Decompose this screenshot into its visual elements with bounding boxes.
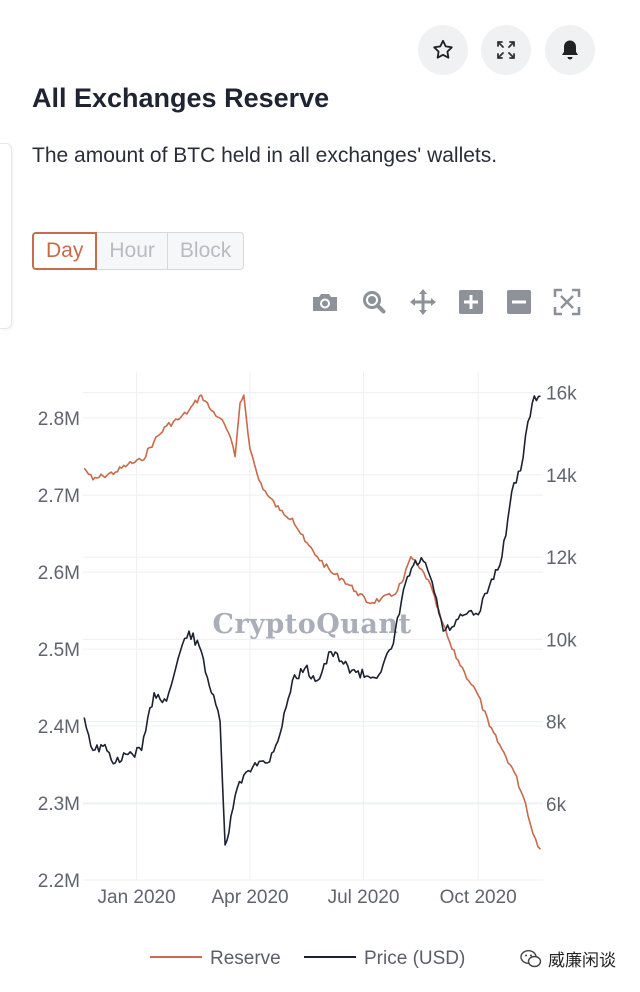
- right-tick-label: 6k: [546, 795, 567, 816]
- x-tick-label: Oct 2020: [440, 887, 517, 908]
- right-tick-label: 8k: [546, 713, 567, 734]
- cryptoquant-watermark: CryptoQuant: [212, 609, 411, 640]
- x-tick-label: Apr 2020: [211, 887, 288, 908]
- series-line-reserve: [83, 394, 542, 850]
- tab-hour[interactable]: Hour: [96, 232, 168, 270]
- left-tick-label: 2.5M: [38, 640, 80, 661]
- fullscreen-button[interactable]: [481, 25, 531, 75]
- bell-icon: [562, 40, 578, 60]
- left-tick-label: 2.4M: [38, 717, 80, 738]
- zoom-in-button[interactable]: [456, 287, 486, 317]
- tab-day[interactable]: Day: [32, 232, 98, 270]
- pan-button[interactable]: [408, 287, 438, 317]
- wechat-icon: [520, 949, 542, 967]
- left-tick-label: 2.6M: [38, 563, 80, 584]
- expand-icon: [497, 41, 515, 59]
- alert-button[interactable]: [545, 25, 595, 75]
- page-title: All Exchanges Reserve: [32, 83, 330, 113]
- x-axis-ticks: Jan 2020 Apr 2020 Jul 2020 Oct 2020: [98, 887, 517, 908]
- legend-label-price[interactable]: Price (USD): [364, 948, 465, 969]
- side-panel-edge: [0, 143, 12, 329]
- legend-label-reserve[interactable]: Reserve: [210, 948, 281, 969]
- zoom-icon: [363, 291, 386, 314]
- series-line-price: [83, 395, 541, 846]
- zoom-button[interactable]: [359, 287, 389, 317]
- autoscale-icon: [553, 288, 581, 316]
- chart-modebar: [0, 287, 640, 317]
- right-tick-label: 10k: [546, 630, 577, 651]
- right-tick-label: 16k: [546, 384, 577, 405]
- wechat-watermark-text: 威廉闲谈: [548, 951, 616, 970]
- page-subtitle: The amount of BTC held in all exchanges'…: [32, 144, 498, 167]
- chart-grid: [83, 372, 543, 881]
- favorite-button[interactable]: [418, 25, 468, 75]
- zoom-out-icon: [507, 290, 531, 314]
- camera-icon: [313, 294, 337, 311]
- x-tick-label: Jul 2020: [328, 887, 400, 908]
- left-tick-label: 2.7M: [38, 486, 80, 507]
- autoscale-button[interactable]: [552, 287, 582, 317]
- x-tick-label: Jan 2020: [98, 887, 176, 908]
- star-icon: [433, 39, 453, 59]
- left-tick-label: 2.2M: [38, 871, 80, 892]
- right-tick-label: 14k: [546, 466, 577, 487]
- left-tick-label: 2.3M: [38, 794, 80, 815]
- tab-block[interactable]: Block: [166, 232, 245, 270]
- right-axis-ticks: 6k 8k 10k 12k 14k 16k: [546, 384, 577, 816]
- resolution-tabs: Day Hour Block: [32, 232, 245, 270]
- wechat-watermark: 威廉闲谈: [520, 946, 616, 971]
- left-tick-label: 2.8M: [38, 409, 80, 430]
- download-plot-button[interactable]: [310, 287, 340, 317]
- right-tick-label: 12k: [546, 548, 577, 569]
- zoom-in-icon: [459, 290, 483, 314]
- pan-icon: [410, 289, 436, 315]
- zoom-out-button[interactable]: [504, 287, 534, 317]
- left-axis-ticks: 2.2M 2.3M 2.4M 2.5M 2.6M 2.7M 2.8M: [38, 409, 80, 892]
